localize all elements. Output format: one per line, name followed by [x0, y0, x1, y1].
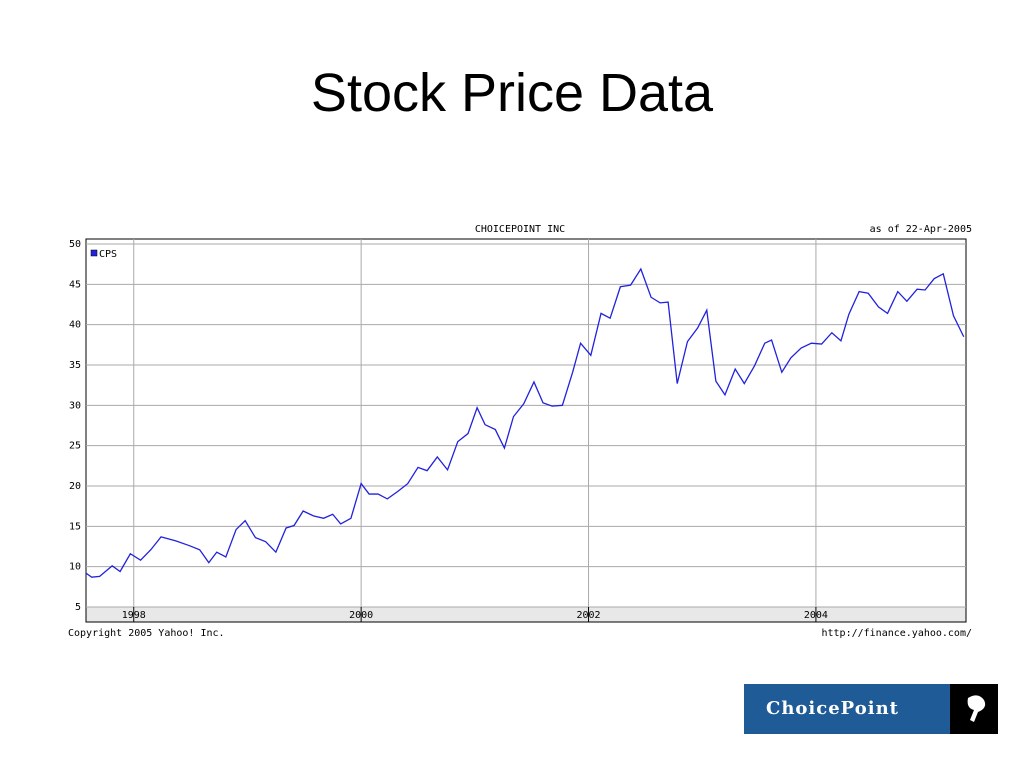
chart-title: CHOICEPOINT INC — [475, 224, 565, 235]
logo: ChoicePoint — [744, 684, 998, 734]
logo-mark — [950, 684, 998, 734]
footer-left: Copyright 2005 Yahoo! Inc. — [68, 628, 225, 639]
y-tick-label: 25 — [69, 441, 81, 452]
y-tick-label: 45 — [69, 279, 81, 290]
chart-subtitle: as of 22-Apr-2005 — [870, 224, 972, 235]
x-tick-label: 2002 — [576, 610, 600, 621]
legend-swatch — [90, 249, 98, 257]
y-tick-label: 40 — [69, 320, 81, 331]
y-tick-label: 15 — [69, 521, 81, 532]
x-axis-band — [85, 606, 967, 623]
y-tick-label: 35 — [69, 360, 81, 371]
x-tick-label: 2004 — [804, 610, 828, 621]
plot-frame — [85, 238, 967, 608]
chart: CHOICEPOINT INC as of 22-Apr-2005 Copyrigh… — [68, 224, 972, 639]
footer-right: http://finance.yahoo.com/ — [821, 628, 972, 639]
y-tick-label: 10 — [69, 562, 81, 573]
x-tick-label: 1998 — [122, 610, 146, 621]
y-tick-label: 50 — [69, 239, 81, 250]
x-tick-label: 2000 — [349, 610, 373, 621]
legend-label: CPS — [99, 249, 117, 260]
y-tick-label: 5 — [75, 602, 81, 613]
logo-icon — [967, 695, 986, 722]
y-tick-label: 20 — [69, 481, 81, 492]
slide-title: Stock Price Data — [310, 63, 714, 123]
logo-text: ChoicePoint — [766, 698, 899, 719]
y-tick-label: 30 — [69, 400, 81, 411]
price-line — [85, 267, 965, 578]
